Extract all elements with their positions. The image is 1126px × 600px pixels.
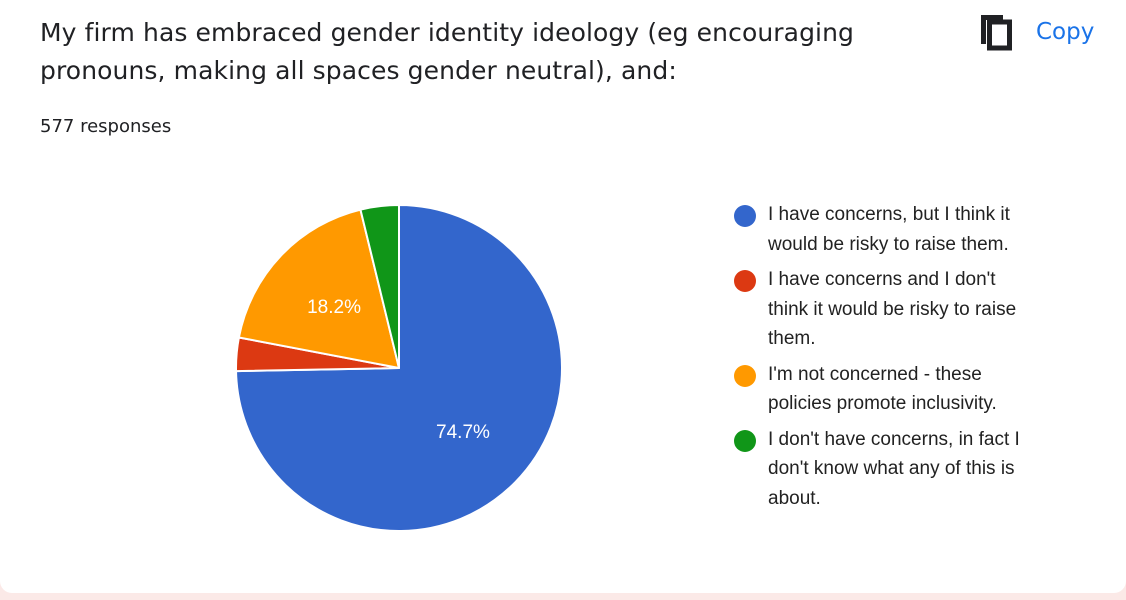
legend-swatch — [734, 364, 756, 387]
legend-swatch — [734, 429, 756, 452]
legend-swatch — [734, 270, 756, 292]
legend-item-1[interactable]: I have concerns, but I think it would be … — [734, 200, 1074, 259]
pie-data-label-1: 74.7% — [436, 422, 490, 443]
legend-label-line: about. — [768, 487, 821, 509]
pie-slice-3[interactable] — [237, 208, 400, 369]
pie-data-label-3: 18.2% — [307, 297, 361, 318]
legend-item-3[interactable]: I'm not concerned - these policies promot… — [734, 360, 1074, 419]
legend-item-4[interactable]: I don't have concerns, in fact I don't kn… — [734, 425, 1074, 514]
question-title: My firm has embraced gender identity ide… — [40, 14, 920, 90]
legend-label-line: I don't have concerns, in fact I — [768, 428, 1020, 450]
legend-label-line: I have concerns and I don't — [768, 269, 996, 290]
copy-chart-button[interactable]: Copy — [978, 12, 1094, 52]
pie-slice-4[interactable] — [359, 204, 400, 369]
legend-label-line: would be risky to raise them. — [768, 233, 1009, 255]
question-title-line-1: My firm has embraced gender identity ide… — [40, 18, 855, 47]
copy-icon — [981, 15, 1012, 51]
legend-label-line: I have concerns, but I think it — [768, 204, 1010, 225]
legend-label-line: I'm not concerned - these — [768, 363, 982, 385]
chart-legend: I have concerns, but I think it would be … — [734, 200, 1074, 519]
legend-label-line: think it would be risky to raise — [768, 298, 1017, 320]
response-count: 577 responses — [40, 116, 172, 137]
copy-label[interactable]: Copy — [1036, 19, 1095, 45]
legend-swatch — [734, 205, 756, 227]
question-title-line-2: pronouns, making all spaces gender neutr… — [40, 56, 677, 85]
legend-label-line: policies promote inclusivity. — [768, 393, 997, 414]
legend-label-line: them. — [768, 328, 816, 349]
legend-label-line: don't know what any of this is — [768, 458, 1015, 479]
legend-item-2[interactable]: I have concerns and I don't think it woul… — [734, 265, 1074, 354]
